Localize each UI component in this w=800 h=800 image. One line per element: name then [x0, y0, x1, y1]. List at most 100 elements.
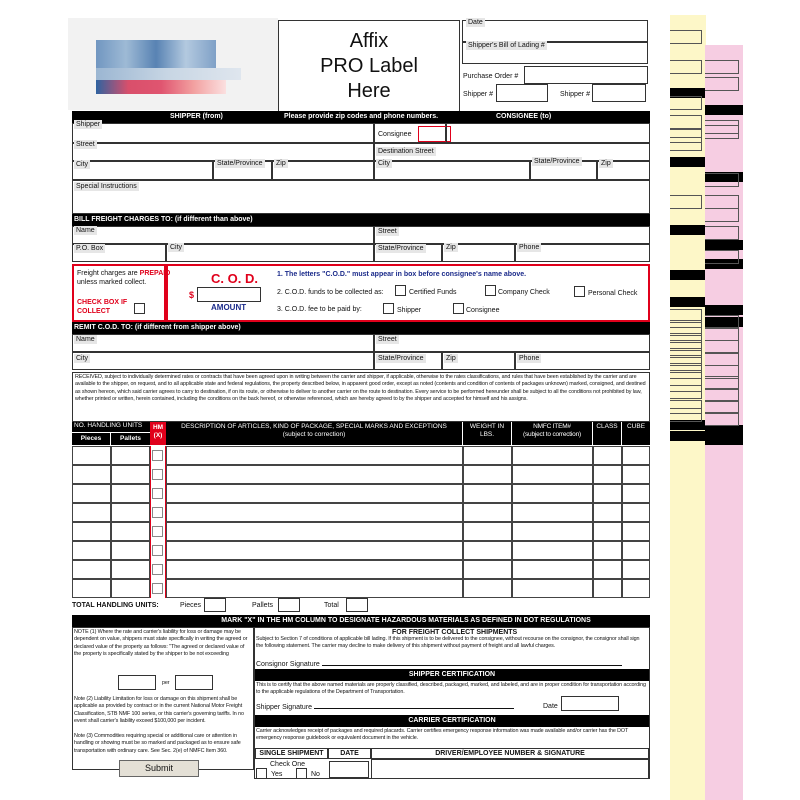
weight-cell[interactable] — [463, 465, 512, 484]
weight-cell[interactable] — [463, 446, 512, 465]
hm-checkbox[interactable] — [152, 488, 163, 499]
description-cell[interactable] — [166, 560, 463, 579]
remit-city-field[interactable] — [72, 352, 374, 370]
pallets-cell[interactable] — [111, 541, 150, 560]
weight-cell[interactable] — [463, 503, 512, 522]
cube-cell[interactable] — [622, 503, 650, 522]
shipper-number-field-1[interactable] — [496, 84, 548, 102]
carrier-date-field[interactable] — [329, 761, 369, 778]
shipper-zip-field[interactable] — [272, 161, 374, 180]
consignee-city-field[interactable] — [374, 161, 530, 180]
class-cell[interactable] — [593, 446, 622, 465]
bill-to-phone-field[interactable] — [515, 244, 650, 262]
description-cell[interactable] — [166, 465, 463, 484]
destination-street-field[interactable] — [374, 143, 650, 161]
bill-to-city-field[interactable] — [166, 244, 374, 262]
hm-checkbox[interactable] — [152, 564, 163, 575]
class-cell[interactable] — [593, 541, 622, 560]
bill-of-lading-field[interactable] — [462, 42, 648, 64]
shipper-cert-date-field[interactable] — [561, 696, 619, 711]
cube-cell[interactable] — [622, 579, 650, 598]
pieces-cell[interactable] — [72, 560, 111, 579]
class-cell[interactable] — [593, 503, 622, 522]
class-cell[interactable] — [593, 560, 622, 579]
pallets-cell[interactable] — [111, 560, 150, 579]
total-pieces-field[interactable] — [204, 598, 226, 612]
single-shipment-yes-checkbox[interactable] — [256, 768, 267, 779]
description-cell[interactable] — [166, 446, 463, 465]
nmfc-cell[interactable] — [512, 560, 593, 579]
total-field[interactable] — [346, 598, 368, 612]
purchase-order-field[interactable] — [524, 66, 648, 84]
single-shipment-no-checkbox[interactable] — [296, 768, 307, 779]
hm-checkbox[interactable] — [152, 583, 163, 594]
submit-button[interactable]: Submit — [119, 760, 199, 777]
description-cell[interactable] — [166, 541, 463, 560]
bill-to-street-field[interactable] — [374, 226, 650, 244]
pieces-cell[interactable] — [72, 446, 111, 465]
nmfc-cell[interactable] — [512, 541, 593, 560]
total-pallets-field[interactable] — [278, 598, 300, 612]
remit-phone-field[interactable] — [515, 352, 650, 370]
fee-shipper-checkbox[interactable] — [383, 303, 394, 314]
description-cell[interactable] — [166, 503, 463, 522]
description-cell[interactable] — [166, 484, 463, 503]
consignee-field[interactable] — [446, 123, 650, 143]
hm-checkbox[interactable] — [152, 507, 163, 518]
pallets-cell[interactable] — [111, 522, 150, 541]
hm-checkbox[interactable] — [152, 545, 163, 556]
bill-to-pobox-field[interactable] — [72, 244, 166, 262]
class-cell[interactable] — [593, 522, 622, 541]
remit-name-field[interactable] — [72, 334, 374, 352]
nmfc-cell[interactable] — [512, 522, 593, 541]
shipper-number-field-2[interactable] — [592, 84, 646, 102]
pallets-cell[interactable] — [111, 446, 150, 465]
description-cell[interactable] — [166, 522, 463, 541]
cube-cell[interactable] — [622, 541, 650, 560]
remit-street-field[interactable] — [374, 334, 650, 352]
consignee-zip-field[interactable] — [597, 161, 650, 180]
special-instructions-field[interactable] — [72, 180, 650, 214]
pieces-cell[interactable] — [72, 484, 111, 503]
pieces-cell[interactable] — [72, 503, 111, 522]
pieces-cell[interactable] — [72, 465, 111, 484]
nmfc-cell[interactable] — [512, 465, 593, 484]
class-cell[interactable] — [593, 579, 622, 598]
pieces-cell[interactable] — [72, 541, 111, 560]
pallets-cell[interactable] — [111, 465, 150, 484]
hm-checkbox[interactable] — [152, 450, 163, 461]
class-cell[interactable] — [593, 484, 622, 503]
fee-consignee-checkbox[interactable] — [453, 303, 464, 314]
declared-value-field[interactable] — [118, 675, 156, 690]
cube-cell[interactable] — [622, 522, 650, 541]
company-check-checkbox[interactable] — [485, 285, 496, 296]
collect-checkbox[interactable] — [134, 303, 145, 314]
personal-check-checkbox[interactable] — [574, 286, 585, 297]
cube-cell[interactable] — [622, 446, 650, 465]
driver-signature-field[interactable] — [371, 759, 649, 779]
weight-cell[interactable] — [463, 522, 512, 541]
consignor-signature-line[interactable] — [321, 659, 622, 666]
shipper-field[interactable] — [72, 123, 374, 143]
bill-to-name-field[interactable] — [72, 226, 374, 244]
hm-checkbox[interactable] — [152, 469, 163, 480]
weight-cell[interactable] — [463, 579, 512, 598]
pallets-cell[interactable] — [111, 503, 150, 522]
cube-cell[interactable] — [622, 560, 650, 579]
remit-state-field[interactable] — [374, 352, 442, 370]
certified-funds-checkbox[interactable] — [395, 285, 406, 296]
class-cell[interactable] — [593, 465, 622, 484]
nmfc-cell[interactable] — [512, 579, 593, 598]
nmfc-cell[interactable] — [512, 503, 593, 522]
nmfc-cell[interactable] — [512, 484, 593, 503]
weight-cell[interactable] — [463, 541, 512, 560]
cube-cell[interactable] — [622, 484, 650, 503]
pallets-cell[interactable] — [111, 579, 150, 598]
bill-to-zip-field[interactable] — [442, 244, 515, 262]
pallets-cell[interactable] — [111, 484, 150, 503]
remit-zip-field[interactable] — [442, 352, 515, 370]
shipper-signature-line[interactable] — [314, 702, 515, 709]
nmfc-cell[interactable] — [512, 446, 593, 465]
pieces-cell[interactable] — [72, 522, 111, 541]
cod-amount-field[interactable] — [197, 287, 261, 302]
